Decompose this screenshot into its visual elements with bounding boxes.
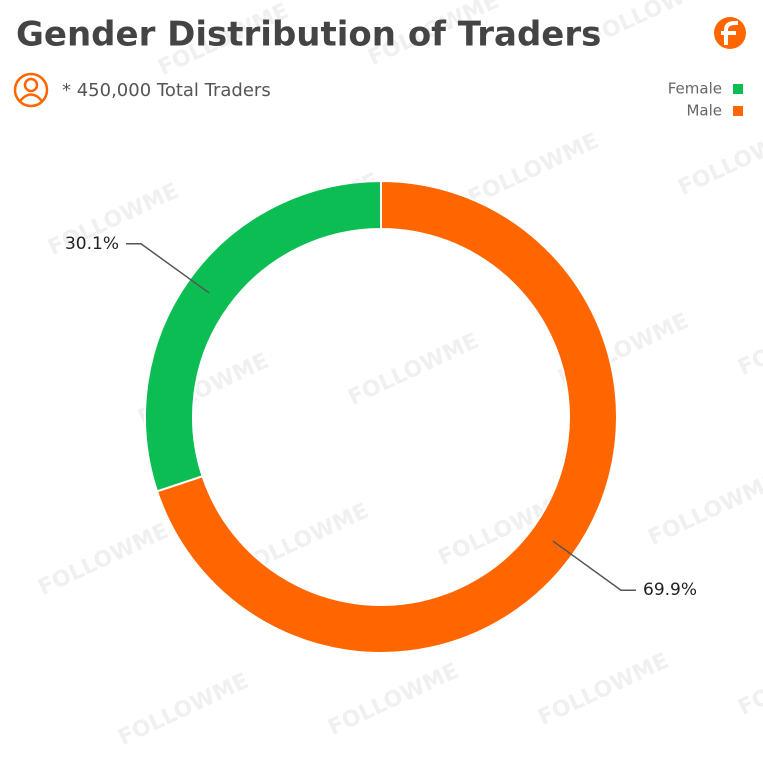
legend-label: Female [668, 80, 722, 98]
logo [714, 17, 746, 49]
watermark: FOLLOWME [645, 469, 763, 551]
watermark: FOLLOWME [115, 669, 253, 751]
watermark: FOLLOWME [675, 119, 763, 201]
data-label: 30.1% [65, 234, 119, 254]
subtitle: * 450,000 Total Traders [62, 80, 271, 101]
plot: 69.9% 30.1% [65, 179, 697, 654]
chart-title: Gender Distribution of Traders [16, 15, 601, 55]
legend-label: Male [686, 102, 722, 120]
watermark: FOLLOWME [465, 129, 603, 211]
watermark: FOLLOWME [735, 299, 763, 381]
user-icon [13, 72, 49, 108]
data-label: 69.9% [643, 580, 697, 600]
watermark: FOLLOWME [345, 329, 483, 411]
leader-line [125, 243, 210, 294]
leader-line [552, 540, 637, 591]
legend: Female Male [668, 80, 743, 120]
donut-segment [144, 179, 382, 493]
legend-swatch [733, 84, 743, 94]
legend-swatch [733, 106, 743, 116]
watermark: FOLLOWME [35, 519, 173, 601]
donut-segment [155, 179, 618, 654]
watermark: FOLLOWME [735, 639, 763, 721]
watermark: FOLLOWME [535, 649, 673, 731]
watermark: FOLLOWME [325, 659, 463, 741]
watermark: FOLLOWME [585, 0, 723, 51]
